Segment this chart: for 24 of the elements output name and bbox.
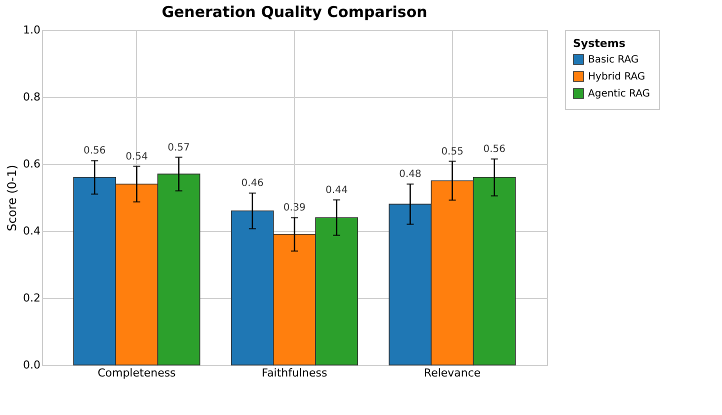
data-label: 0.55 xyxy=(441,146,464,158)
data-label: 0.56 xyxy=(483,144,506,155)
data-label: 0.39 xyxy=(283,202,306,214)
y-axis-title: Score (0-1) xyxy=(5,164,20,232)
legend-label: Agentic RAG xyxy=(588,88,650,100)
y-tick-label: 0.8 xyxy=(23,90,40,104)
y-tick-label: 0.6 xyxy=(23,158,40,170)
y-tick-label: 0.2 xyxy=(23,292,40,304)
x-tick-label: Relevance xyxy=(424,366,481,380)
x-tick-label: Faithfulness xyxy=(262,366,328,380)
data-label: 0.56 xyxy=(83,146,106,157)
legend-label: Basic RAG xyxy=(588,54,639,66)
y-tick-label: 1.0 xyxy=(23,24,40,36)
x-tick-label: Completeness xyxy=(98,366,176,380)
data-label: 0.44 xyxy=(325,184,348,196)
legend-label: Hybrid RAG xyxy=(588,72,646,82)
chart-title: Generation Quality Comparison xyxy=(162,3,428,21)
data-label: 0.54 xyxy=(126,151,148,162)
data-label: 0.57 xyxy=(168,142,190,154)
y-tick-label: 0.4 xyxy=(23,224,40,238)
y-tick-label: 0.0 xyxy=(23,358,40,372)
data-label: 0.46 xyxy=(241,178,264,190)
data-label: 0.48 xyxy=(399,169,422,180)
legend-title: Systems xyxy=(573,37,626,50)
